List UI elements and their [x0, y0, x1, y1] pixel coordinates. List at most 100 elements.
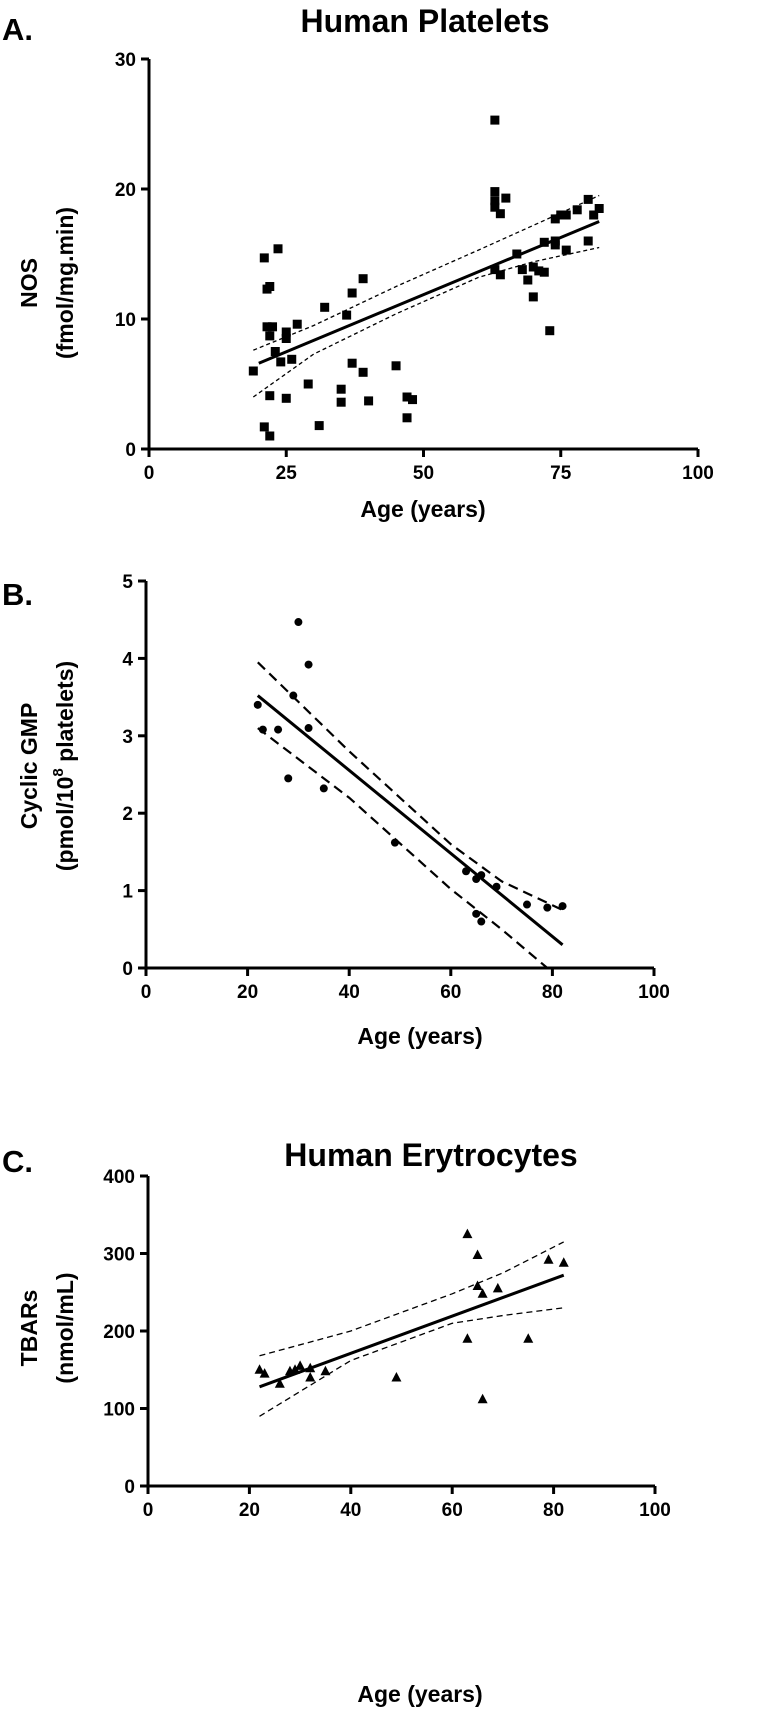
- panel-a-data-point: [259, 253, 269, 263]
- panel-a-letter: A.: [2, 12, 33, 47]
- panel-c-data-point: [254, 1364, 265, 1374]
- panel-c-data-point: [259, 1368, 270, 1378]
- panel-b-ylabel-line2: (pmol/108 platelets): [50, 661, 78, 871]
- panel-b-letter: B.: [2, 577, 33, 612]
- panel-a-data-point: [556, 210, 566, 220]
- panel-b-ci-upper-band: [257, 661, 564, 911]
- panel-a-data-point: [534, 266, 544, 276]
- panel-a-data-point: [490, 196, 500, 206]
- panel-a-data-point: [303, 379, 313, 389]
- panel-a-data-point: [545, 326, 555, 336]
- panel-c-data-point: [523, 1333, 534, 1343]
- panel-b-data-point: [289, 691, 298, 700]
- panel-a-data-point: [270, 347, 280, 356]
- panel-a-y-tick-label: 0: [125, 440, 136, 461]
- panel-b-y-tick-label: 2: [122, 804, 133, 825]
- panel-b-data-point: [304, 660, 313, 669]
- panel-a-data-point: [402, 392, 412, 402]
- panel-b-ylabel-line1: Cyclic GMP: [16, 703, 42, 830]
- panel-a-data-point: [265, 391, 275, 401]
- panel-b-y-tick-label: 0: [122, 959, 133, 980]
- panel-c-x-tick-label: 100: [639, 1500, 671, 1521]
- panel-a-x-tick-label: 100: [682, 463, 714, 484]
- panel-b-data-point: [294, 618, 303, 627]
- panel-a-data-point: [490, 187, 500, 197]
- panel-b-ylabel-sup: 8: [50, 768, 67, 776]
- panel-a-ylabel-line1: NOS: [16, 258, 42, 308]
- panel-c-ylabel-line1: TBARs: [16, 1290, 42, 1367]
- panel-a-plot: 0 25 50 75 100 0 10 20 30: [115, 50, 714, 484]
- panel-c-x-tick-label: 60: [442, 1500, 463, 1521]
- panel-a-data-point: [561, 245, 571, 255]
- panel-a-data-point: [342, 310, 352, 320]
- panel-a-data-point: [490, 202, 500, 212]
- panel-a-data-point: [265, 331, 275, 341]
- panel-a-data-point: [572, 205, 582, 215]
- panel-a-x-tick-label: 50: [413, 463, 434, 484]
- panel-a-data-point: [550, 214, 560, 224]
- panel-c-xlabel: Age (years): [357, 1681, 482, 1707]
- panel-a-ylabel: NOS (fmol/mg.min): [16, 207, 78, 359]
- panel-a-data-point: [583, 194, 593, 204]
- panel-a-ylabel-line2: (fmol/mg.min): [52, 207, 78, 359]
- panel-c-plot: 0 20 40 60 80 100 0 100 200 300 400: [103, 1167, 671, 1521]
- panel-a-data-point: [347, 288, 357, 298]
- panel-c-ci-upper-band: [259, 1241, 564, 1357]
- panel-a-data-point: [273, 244, 283, 254]
- panel-b-ylabel-post: platelets): [52, 661, 78, 768]
- panel-a-y-tick-label: 20: [115, 180, 136, 201]
- panel-a-y-tick-label: 30: [115, 50, 136, 71]
- panel-a-data-point: [265, 431, 275, 441]
- panel-a-data-point: [281, 334, 291, 343]
- panel-c-regression-line: [259, 1273, 565, 1389]
- panel-a-data-point: [402, 413, 412, 423]
- panel-a-x-tick-label: 25: [276, 463, 298, 484]
- panel-c-y-tick-label: 300: [103, 1245, 135, 1266]
- panel-c-ylabel-line2: (nmol/mL): [52, 1272, 78, 1383]
- panel-b-y-tick-label: 4: [122, 649, 133, 670]
- panel-a-data-point: [292, 319, 302, 329]
- panel-c-data-point: [305, 1372, 316, 1382]
- panel-a-ci-lower-band: [252, 246, 600, 398]
- panel-a-data-point: [495, 270, 505, 280]
- panel-b-x-tick-label: 0: [141, 982, 152, 1003]
- panel-c-x-tick-label: 80: [543, 1500, 564, 1521]
- panel-b: B. Cyclic GMP (pmol/108 platelets) Age (…: [2, 572, 670, 1049]
- panel-b-data-point: [319, 784, 328, 793]
- panel-b-data-point: [523, 900, 531, 909]
- panel-b-ylabel: Cyclic GMP (pmol/108 platelets): [16, 661, 78, 871]
- panel-c-data-point: [492, 1282, 503, 1293]
- panel-b-x-tick-label: 20: [237, 982, 258, 1003]
- panel-a-data-point: [594, 204, 604, 213]
- panel-b-data-point: [558, 902, 567, 911]
- panel-b-data-point: [477, 917, 486, 926]
- panel-a-data-point: [268, 322, 278, 332]
- panel-b-xlabel: Age (years): [357, 1023, 482, 1049]
- panel-b-ylabel-pre: (pmol/10: [52, 777, 78, 872]
- panel-a-data-point: [364, 396, 374, 406]
- panel-b-plot: 0 20 40 60 80 100 0 1 2 3 4 5: [122, 572, 669, 1003]
- panel-c-data-point: [305, 1362, 316, 1373]
- panel-b-data-point: [462, 867, 471, 876]
- panel-a-data-point: [408, 395, 418, 405]
- panel-a-data-point: [550, 236, 560, 246]
- panel-a-xlabel: Age (years): [360, 496, 485, 522]
- panel-b-y-tick-label: 5: [122, 572, 133, 593]
- panel-c-ci-lower-band: [259, 1307, 564, 1417]
- panel-a-data-point: [501, 193, 511, 203]
- panel-a-x-tick-label: 0: [144, 463, 155, 484]
- panel-a-ci-upper-band: [253, 194, 600, 351]
- panel-c-data-point: [558, 1257, 569, 1267]
- panel-c-x-tick-label: 40: [340, 1500, 361, 1521]
- panel-a-data-point: [583, 236, 593, 246]
- panel-c-title: Human Erytrocytes: [284, 1137, 577, 1173]
- panel-a-data-point: [512, 249, 522, 259]
- panel-c-ylabel: TBARs (nmol/mL): [16, 1272, 78, 1383]
- panel-a-data-point: [490, 115, 500, 125]
- panel-a: A. Human Platelets NOS (fmol/mg.min) Age…: [2, 3, 714, 522]
- panel-b-regression-line: [256, 694, 564, 946]
- panel-c-data-point: [472, 1249, 483, 1260]
- panel-a-data-point: [495, 209, 505, 219]
- panel-a-data-point: [528, 262, 538, 272]
